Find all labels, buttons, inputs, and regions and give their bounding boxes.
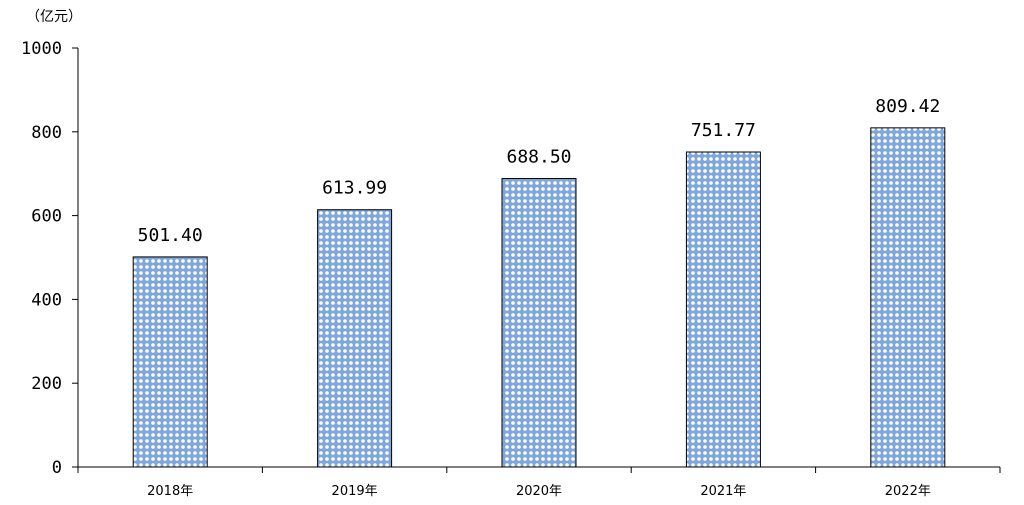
bar — [501, 178, 577, 468]
y-tick-label: 800 — [31, 123, 62, 143]
x-category-label: 2019年 — [332, 484, 378, 499]
bar-value-label: 501.40 — [138, 225, 203, 246]
x-category-label: 2022年 — [885, 484, 931, 499]
bar-value-label: 751.77 — [691, 120, 756, 141]
bar-value-label: 688.50 — [506, 147, 571, 168]
x-category-label: 2020年 — [516, 484, 562, 499]
y-tick-label: 200 — [31, 374, 62, 394]
bar — [317, 209, 393, 468]
bar-value-label: 613.99 — [322, 178, 387, 199]
y-axis-unit-label: （亿元） — [26, 9, 82, 25]
bar-value-label: 809.42 — [875, 96, 940, 117]
bar — [685, 151, 761, 468]
bar — [870, 127, 946, 468]
x-category-label: 2021年 — [700, 484, 746, 499]
x-category-label: 2018年 — [147, 484, 193, 499]
y-tick-label: 1000 — [21, 39, 62, 59]
bar — [132, 256, 208, 468]
labels-group: 501.40 2018年 613.99 2019年 688.50 2020年 751.77 2… — [138, 96, 941, 499]
y-tick-label: 0 — [52, 458, 62, 478]
bars-group — [132, 127, 946, 468]
y-tick-label: 600 — [31, 207, 62, 227]
y-tick-label: 400 — [31, 290, 62, 310]
